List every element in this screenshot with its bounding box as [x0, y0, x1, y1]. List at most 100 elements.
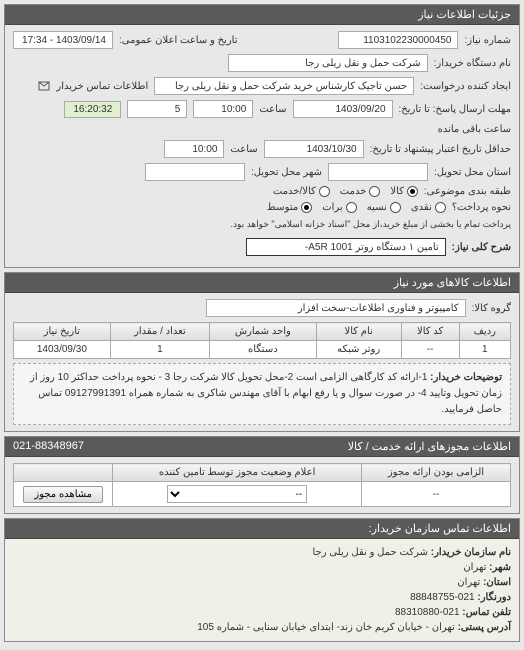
buyer-org-label: نام دستگاه خریدار: [434, 58, 511, 69]
province-line: استان: تهران [13, 575, 511, 590]
panel3-header: اطلاعات مجوزهای ارائه خدمت / کالا 021-88… [5, 437, 519, 457]
panel3-title: اطلاعات مجوزهای ارائه خدمت / کالا [348, 441, 511, 453]
th-action [14, 464, 113, 482]
org-value: شرکت حمل و نقل ریلی رجا [313, 547, 428, 558]
datetime-value: 1403/09/14 - 17:34 [13, 31, 113, 49]
goods-info-panel: اطلاعات کالاهای مورد نیاز گروه کالا: کام… [4, 272, 520, 432]
remain-time: 16:20:32 [64, 101, 121, 118]
radio-motevaset[interactable]: متوسط [267, 202, 312, 213]
table-row[interactable]: 1 -- روتر شبکه دستگاه 1 1403/09/30 [14, 341, 511, 359]
req-number-label: شماره نیاز: [464, 35, 511, 46]
budget-label: طبقه بندی موضوعی: [424, 186, 511, 197]
radio-nesie-label: نسیه [367, 202, 387, 213]
td-mandatory: -- [361, 482, 510, 507]
group-label: گروه کالا: [472, 303, 511, 314]
radio-both-label: کالا/خدمت [273, 186, 316, 197]
contact-label: اطلاعات تماس خریدار [56, 81, 148, 92]
requester-value: حسن تاجیک کارشناس خرید شرکت حمل و نقل ری… [154, 77, 414, 95]
remain-days: 5 [127, 100, 187, 118]
radio-motevaset-label: متوسط [267, 202, 298, 213]
subject-value: تامین ۱ دستگاه روتر A5R 1001- [246, 238, 446, 256]
org-line: نام سازمان خریدار: شرکت حمل و نقل ریلی ر… [13, 545, 511, 560]
panel2-header: اطلاعات کالاهای مورد نیاز [5, 273, 519, 293]
pay-label: نحوه پرداخت؟ [452, 202, 511, 213]
radio-khedmat[interactable]: خدمت [340, 186, 381, 197]
saat-label-2: ساعت [230, 144, 257, 155]
remain-suffix: ساعت باقی مانده [438, 124, 511, 135]
th-date: تاریخ نیاز [14, 323, 111, 341]
address-value: تهران - خیابان کریم خان زند- ابتدای خیاب… [197, 622, 455, 633]
buyer-note-block: توضیحات خریدار: 1-ارائه کد کارگاهی الزام… [13, 363, 511, 425]
group-value: کامپیوتر و فناوری اطلاعات-سخت افزار [206, 299, 466, 317]
td-action: مشاهده مجوز [14, 482, 113, 507]
td-qty: 1 [110, 341, 209, 359]
credit-time: 10:00 [164, 140, 224, 158]
req-number-value: 1103102230000450 [338, 31, 458, 49]
address-label: آدرس پستی: [458, 622, 511, 633]
radio-khedmat-label: خدمت [340, 186, 367, 197]
th-qty: تعداد / مقدار [110, 323, 209, 341]
td-name: روتر شبکه [316, 341, 401, 359]
radio-kala-label: کالا [390, 186, 404, 197]
contact-icon[interactable] [38, 80, 50, 92]
city-line: شهر: تهران [13, 560, 511, 575]
pay-radio-group: نقدی نسیه برات متوسط [267, 202, 446, 213]
permits-panel: اطلاعات مجوزهای ارائه خدمت / کالا 021-88… [4, 436, 520, 514]
category-radio-group: کالا خدمت کالا/خدمت [273, 186, 418, 197]
th-code: کد کالا [401, 323, 459, 341]
phone-value: 021-88310880 [395, 607, 460, 618]
radio-nesie[interactable]: نسیه [367, 202, 401, 213]
datetime-label: تاریخ و ساعت اعلان عمومی: [119, 35, 238, 46]
td-row: 1 [459, 341, 510, 359]
radio-both[interactable]: کالا/خدمت [273, 186, 330, 197]
province-label: استان: [483, 577, 511, 588]
fax-value: 021-88848755 [410, 592, 475, 603]
province-value: تهران [457, 577, 480, 588]
td-date: 1403/09/30 [14, 341, 111, 359]
subject-label: شرح کلی نیاز: [452, 242, 511, 253]
pay-note: پرداخت تمام یا بخشی از مبلغ خرید،از محل … [231, 219, 511, 230]
requester-label: ایجاد کننده درخواست: [420, 81, 511, 92]
td-status: -- [113, 482, 362, 507]
th-mandatory: الزامی بودن ارائه مجوز [361, 464, 510, 482]
radio-naghdi-label: نقدی [411, 202, 432, 213]
saat-label-1: ساعت [259, 104, 286, 115]
permits-header-row: الزامی بودن ارائه مجوز اعلام وضعیت مجوز … [14, 464, 511, 482]
fax-line: دورنگار: 021-88848755 [13, 590, 511, 605]
delivery-city-label: شهر محل تحویل: [251, 167, 322, 178]
goods-table-header-row: ردیف کد کالا نام کالا واحد شمارش تعداد /… [14, 323, 511, 341]
panel1-body: شماره نیاز: 1103102230000450 تاریخ و ساع… [5, 25, 519, 267]
delivery-city-value [145, 163, 245, 181]
th-status: اعلام وضعیت مجوز توسط تامین کننده [113, 464, 362, 482]
permits-table: الزامی بودن ارائه مجوز اعلام وضعیت مجوز … [13, 463, 511, 507]
view-permit-button[interactable]: مشاهده مجوز [23, 486, 103, 503]
radio-barat[interactable]: برات [322, 202, 357, 213]
need-details-panel: جزئیات اطلاعات نیاز شماره نیاز: 11031022… [4, 4, 520, 268]
radio-barat-label: برات [322, 202, 343, 213]
deadline-label: مهلت ارسال پاسخ: تا تاریخ: [399, 104, 511, 115]
deadline-date: 1403/09/20 [293, 100, 393, 118]
radio-naghdi[interactable]: نقدی [411, 202, 446, 213]
buyer-org-value: شرکت حمل و نقل ریلی رجا [228, 54, 428, 72]
panel2-body: گروه کالا: کامپیوتر و فناوری اطلاعات-سخت… [5, 293, 519, 431]
th-row: ردیف [459, 323, 510, 341]
goods-table: ردیف کد کالا نام کالا واحد شمارش تعداد /… [13, 322, 511, 359]
phone-label: تلفن تماس: [462, 607, 511, 618]
radio-kala[interactable]: کالا [390, 186, 418, 197]
panel1-header: جزئیات اطلاعات نیاز [5, 5, 519, 25]
status-select[interactable]: -- [167, 485, 307, 503]
panel3-phone: 021-88348967 [13, 440, 84, 452]
th-unit: واحد شمارش [210, 323, 317, 341]
th-name: نام کالا [316, 323, 401, 341]
org-label: نام سازمان خریدار: [431, 547, 511, 558]
fax-label: دورنگار: [477, 592, 511, 603]
delivery-place-value [328, 163, 428, 181]
credit-label: حداقل تاریخ اعتبار پیشنهاد تا تاریخ: [370, 144, 511, 155]
panel4-body: نام سازمان خریدار: شرکت حمل و نقل ریلی ر… [5, 539, 519, 641]
td-code: -- [401, 341, 459, 359]
buyer-contact-panel: اطلاعات تماس سازمان خریدار: نام سازمان خ… [4, 518, 520, 642]
city-label: شهر: [489, 562, 511, 573]
permits-row: -- -- مشاهده مجوز [14, 482, 511, 507]
note-label: توضیحات خریدار: [430, 372, 502, 383]
panel4-header: اطلاعات تماس سازمان خریدار: [5, 519, 519, 539]
